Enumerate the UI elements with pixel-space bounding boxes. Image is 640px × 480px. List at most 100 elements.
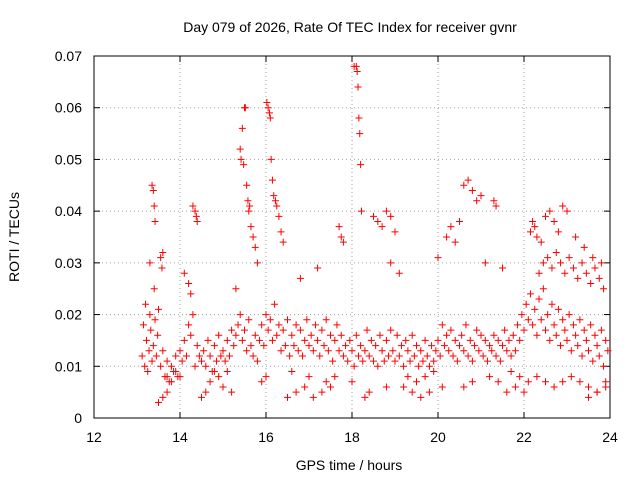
data-point — [514, 321, 522, 329]
data-point — [587, 280, 595, 288]
data-point — [567, 373, 575, 381]
data-point — [318, 388, 326, 396]
data-point — [344, 357, 352, 365]
data-point — [256, 336, 264, 344]
data-point — [526, 228, 534, 236]
data-point — [204, 336, 212, 344]
data-point — [370, 357, 377, 365]
data-point — [574, 342, 582, 350]
data-point — [281, 342, 289, 350]
data-point — [159, 393, 167, 401]
data-point — [337, 331, 345, 339]
data-point — [451, 336, 459, 344]
data-point — [182, 352, 190, 360]
data-point — [202, 388, 210, 396]
data-point — [339, 238, 347, 246]
data-point — [387, 212, 395, 220]
data-point — [353, 68, 361, 76]
data-point — [189, 202, 197, 210]
data-point — [273, 331, 281, 339]
data-point — [279, 326, 287, 334]
data-point — [148, 357, 156, 365]
data-point — [587, 321, 595, 329]
data-point — [243, 347, 251, 355]
data-point — [318, 326, 326, 334]
data-point — [413, 342, 420, 350]
data-point — [176, 347, 184, 355]
data-point — [602, 336, 610, 344]
data-point — [440, 342, 448, 350]
data-point — [483, 357, 491, 365]
data-point — [271, 300, 279, 308]
data-point — [582, 269, 590, 277]
data-point — [544, 311, 552, 319]
data-point — [456, 342, 463, 350]
data-point — [271, 197, 279, 205]
data-point — [219, 383, 227, 391]
data-point — [265, 109, 273, 117]
data-point — [292, 321, 300, 329]
y-tick-label: 0.06 — [55, 100, 82, 116]
data-point — [591, 331, 599, 339]
data-point — [443, 233, 451, 241]
data-point — [557, 259, 565, 267]
chart-title: Day 079 of 2026, Rate Of TEC Index for r… — [183, 19, 517, 35]
data-point — [559, 316, 567, 324]
data-point — [492, 202, 500, 210]
data-point — [356, 130, 364, 138]
data-point — [148, 181, 156, 189]
data-point — [511, 347, 519, 355]
data-point — [434, 336, 442, 344]
data-point — [331, 336, 339, 344]
data-point — [374, 362, 382, 370]
x-axis-title: GPS time / hours — [296, 457, 403, 473]
data-point — [288, 367, 296, 375]
data-point — [198, 393, 205, 401]
data-point — [144, 367, 152, 375]
data-point — [155, 398, 162, 406]
data-point — [288, 331, 296, 339]
data-point — [589, 357, 597, 365]
data-point — [236, 311, 244, 319]
data-point — [602, 383, 610, 391]
data-point — [569, 321, 577, 329]
data-point — [159, 249, 167, 257]
data-point — [187, 290, 195, 298]
data-point — [600, 362, 608, 370]
data-point — [552, 249, 560, 257]
data-point — [417, 347, 425, 355]
data-point — [202, 362, 210, 370]
data-point — [354, 83, 362, 91]
data-point — [301, 336, 309, 344]
data-point — [151, 217, 159, 225]
data-point — [438, 321, 446, 329]
data-point — [494, 336, 502, 344]
data-point — [389, 347, 397, 355]
data-point — [593, 388, 601, 396]
data-point — [580, 243, 588, 251]
data-point — [228, 388, 236, 396]
data-point — [237, 155, 245, 163]
data-point — [191, 362, 199, 370]
data-point — [520, 388, 528, 396]
x-tick-labels: 12 14 16 18 20 22 24 — [86, 429, 618, 445]
data-point — [539, 285, 547, 293]
data-point — [331, 373, 339, 381]
data-point — [361, 347, 369, 355]
data-point — [230, 342, 238, 350]
data-point — [275, 321, 283, 329]
data-point — [475, 347, 483, 355]
data-point — [447, 326, 455, 334]
data-point — [363, 326, 371, 334]
data-point — [277, 347, 285, 355]
data-point — [240, 161, 248, 169]
data-point — [305, 342, 313, 350]
data-point — [243, 181, 251, 189]
grid-lines — [94, 56, 610, 418]
data-point — [159, 347, 167, 355]
data-point — [417, 393, 425, 401]
data-point — [241, 104, 249, 112]
data-point — [217, 352, 225, 360]
data-point — [348, 378, 356, 386]
data-point — [367, 336, 375, 344]
